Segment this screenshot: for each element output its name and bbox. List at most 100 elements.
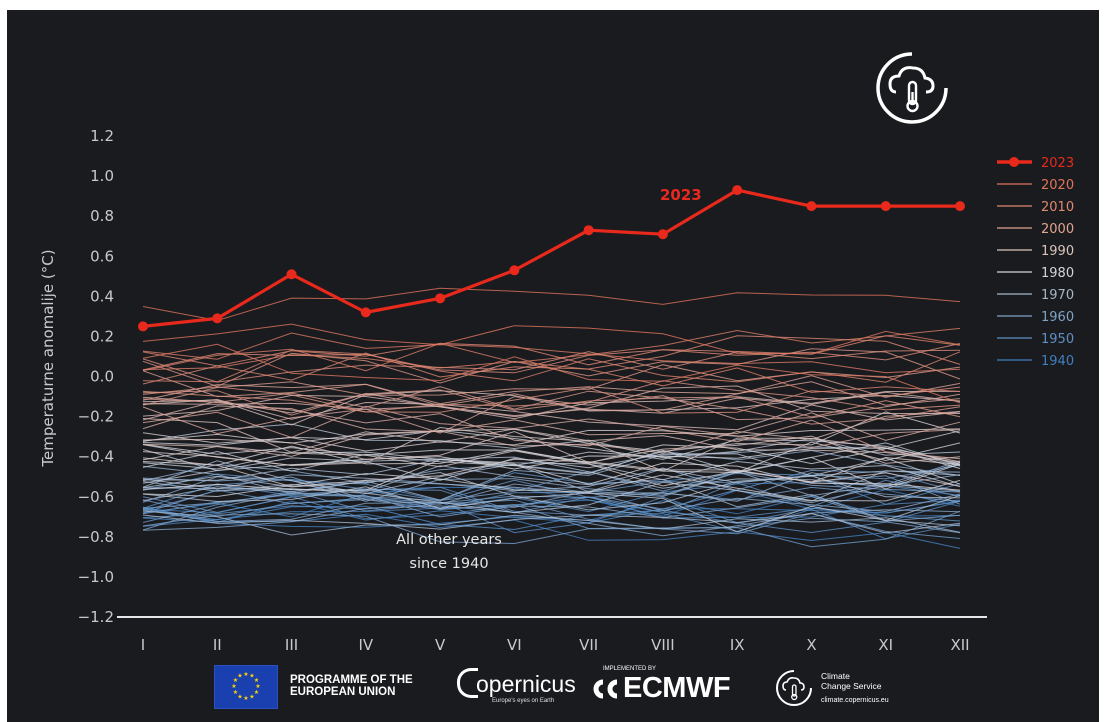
eu-stars-icon: ★ ★★ ★★★ ★★★ ★★★ — [231, 671, 260, 702]
year-line — [142, 460, 961, 503]
y-axis-ticks: 1.2 1.0 0.8 0.6 0.4 0.2 0.0 −0.2 −0.4 −0.6 −0.8 −1.… — [78, 127, 114, 626]
year-line — [142, 405, 961, 441]
highlight-point — [880, 201, 891, 212]
footer-logos: ★ ★ ★ ★ ★ ★ ★ ★ ★ ★ ★ ★ PROGRAMME OF THE EUROPEA… — [7, 662, 1099, 722]
year-line — [142, 457, 961, 488]
year-line — [142, 349, 961, 383]
y-tick-label: 0.8 — [90, 207, 114, 225]
x-tick-label: VIII — [651, 636, 675, 654]
background-note-line1: All other years — [396, 532, 502, 548]
legend-label: 2023 — [1041, 156, 1074, 171]
highlight-point — [732, 185, 743, 196]
y-tick-label: −1.0 — [78, 568, 114, 586]
y-tick-label: −0.6 — [78, 488, 114, 506]
year-line — [142, 449, 961, 484]
highlight-point — [955, 201, 965, 212]
highlight-point — [212, 313, 223, 324]
year-line — [142, 396, 961, 449]
year-line — [142, 460, 961, 495]
highlight-point — [286, 269, 297, 280]
legend-label: 1970 — [1041, 288, 1074, 303]
year-line — [142, 335, 961, 385]
year-line — [142, 411, 961, 452]
year-line — [142, 505, 961, 540]
y-tick-label: 1.0 — [90, 167, 114, 185]
y-axis-label: Temperaturne anomalije (°C) — [39, 249, 57, 467]
highlight-point — [435, 293, 446, 304]
year-line — [142, 471, 961, 511]
year-line — [142, 389, 961, 418]
climate-thermometer-icon — [876, 52, 948, 124]
year-line — [142, 390, 961, 420]
x-tick-label: I — [141, 636, 145, 654]
year-line — [142, 469, 961, 515]
y-tick-label: 0.2 — [90, 327, 114, 345]
legend-label: 1960 — [1041, 310, 1074, 325]
c3s-line2: Change Service — [821, 680, 882, 691]
legend-label: 1940 — [1041, 354, 1074, 369]
highlight-line — [142, 188, 960, 328]
year-line — [142, 513, 961, 545]
year-line — [142, 354, 961, 393]
c3s-thermometer-icon — [776, 670, 812, 706]
year-line — [142, 323, 961, 355]
c3s-url: climate.copernicus.eu — [821, 697, 889, 704]
year-line — [142, 364, 961, 406]
legend-label: 1990 — [1041, 244, 1074, 259]
year-line — [142, 411, 961, 457]
c3s-text: Climate Change Service — [821, 671, 882, 691]
y-tick-label: 0.6 — [90, 247, 114, 265]
y-tick-label: 0.0 — [90, 368, 114, 386]
x-tick-label: VII — [579, 636, 598, 654]
y-tick-label: 1.2 — [90, 127, 114, 145]
y-tick-label: −1.2 — [78, 608, 114, 626]
c3s-line1: Climate — [821, 671, 850, 681]
year-line — [142, 343, 961, 404]
ecmwf-symbol-icon — [591, 674, 621, 699]
x-tick-label: III — [285, 636, 298, 654]
highlight-point — [657, 229, 668, 240]
x-tick-label: X — [806, 636, 816, 654]
eu-flag-logo: ★ ★ ★ ★ ★ ★ ★ ★ ★ ★ ★ ★ — [214, 665, 278, 709]
year-line — [142, 426, 961, 472]
x-tick-label: IV — [358, 636, 373, 654]
year-line — [142, 349, 961, 383]
svg-text:★: ★ — [254, 677, 259, 684]
year-line — [142, 446, 961, 502]
svg-text:★: ★ — [243, 671, 248, 678]
svg-text:★: ★ — [237, 694, 242, 701]
highlight-series-2023 — [138, 185, 965, 332]
year-line — [142, 472, 961, 502]
highlight-point — [138, 321, 148, 332]
svg-text:★: ★ — [255, 683, 260, 690]
year-line — [142, 496, 961, 534]
implemented-by-text: IMPLEMENTED BY — [603, 666, 657, 672]
year-line — [142, 418, 961, 463]
svg-text:★: ★ — [233, 677, 238, 684]
legend-label: 1980 — [1041, 266, 1074, 281]
ecmwf-logo: ECMWF — [591, 672, 731, 705]
year-line — [142, 393, 961, 435]
year-line — [142, 459, 961, 491]
legend-label: 1950 — [1041, 332, 1074, 347]
highlight-point — [806, 201, 817, 212]
temperature-anomaly-chart: 1.2 1.0 0.8 0.6 0.4 0.2 0.0 −0.2 −0.4 −0.6 −0.8 −1.… — [39, 127, 1074, 654]
background-year-lines — [142, 287, 961, 549]
svg-text:★: ★ — [233, 689, 238, 696]
eu-line1: PROGRAMME OF THE — [290, 674, 413, 686]
year-line — [142, 486, 961, 514]
year-line — [142, 471, 961, 523]
year-line — [142, 287, 961, 322]
year-line — [142, 430, 961, 464]
copernicus-wordmark: opernicus — [476, 671, 576, 697]
year-line — [142, 500, 961, 524]
year-line — [142, 449, 961, 490]
highlight-point — [509, 265, 520, 276]
highlight-point — [360, 307, 371, 318]
year-line — [142, 327, 961, 372]
year-line — [142, 405, 961, 460]
svg-text:★: ★ — [254, 689, 259, 696]
year-line — [142, 486, 961, 533]
legend: 2023 2020 2010 2000 1990 1980 1970 1960 1950 1940 — [997, 156, 1074, 369]
x-tick-label: IX — [730, 636, 745, 654]
